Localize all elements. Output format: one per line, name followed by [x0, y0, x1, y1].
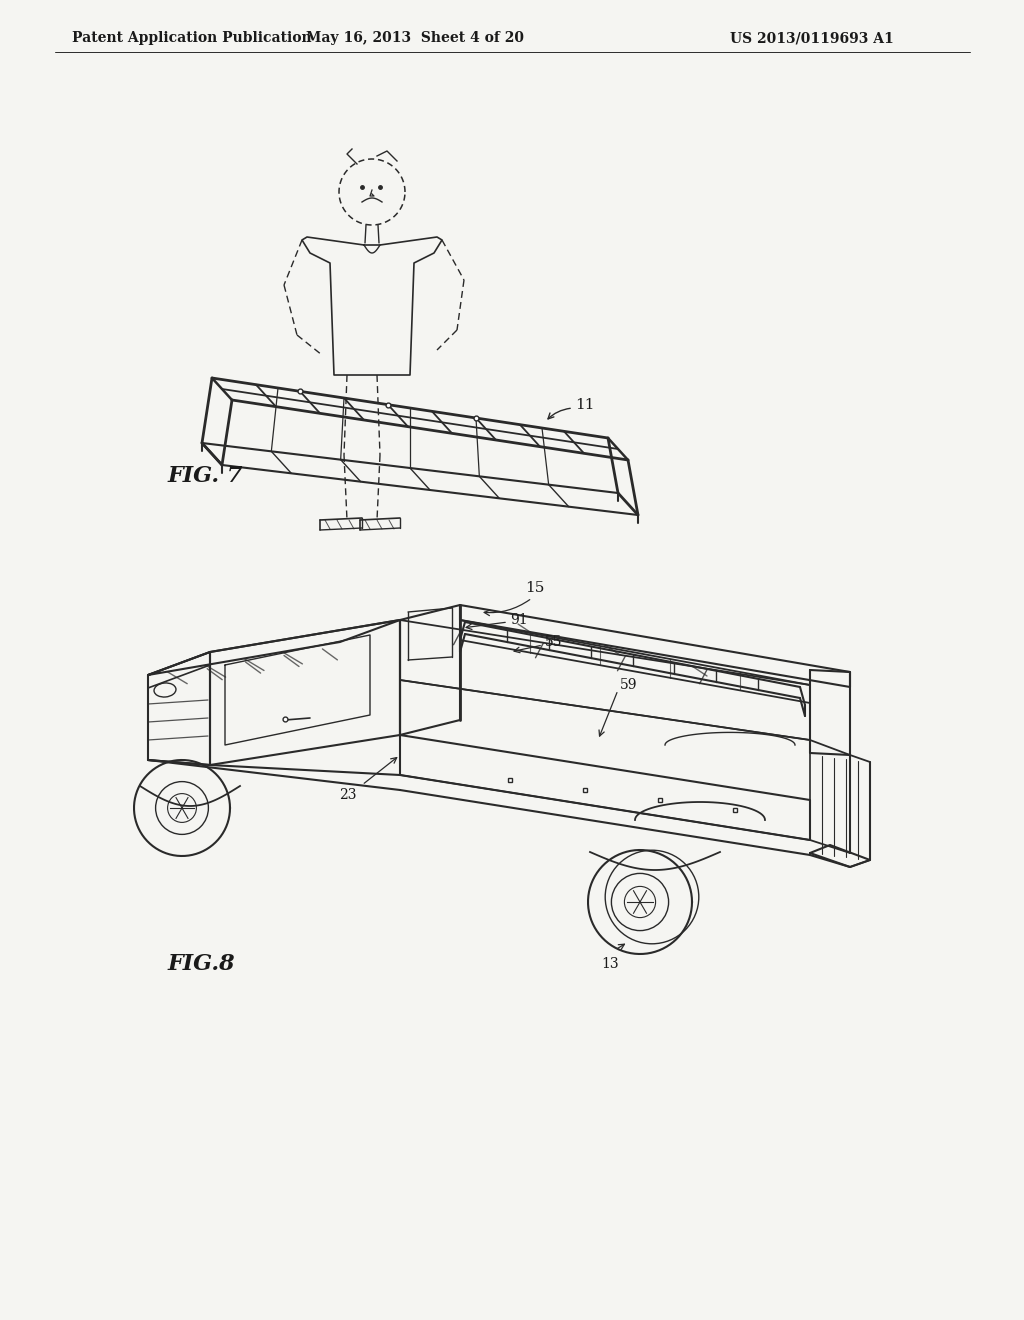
- Text: May 16, 2013  Sheet 4 of 20: May 16, 2013 Sheet 4 of 20: [306, 30, 524, 45]
- Text: 15: 15: [525, 581, 545, 595]
- Text: FIG. 7: FIG. 7: [168, 465, 244, 487]
- Text: 59: 59: [620, 678, 638, 692]
- Text: 13: 13: [601, 957, 618, 972]
- Text: 55: 55: [545, 635, 562, 649]
- Text: 91: 91: [510, 612, 527, 627]
- Text: 11: 11: [575, 399, 595, 412]
- Text: 23: 23: [339, 788, 356, 803]
- Text: US 2013/0119693 A1: US 2013/0119693 A1: [730, 30, 894, 45]
- Text: FIG.8: FIG.8: [168, 953, 236, 975]
- Text: Patent Application Publication: Patent Application Publication: [72, 30, 311, 45]
